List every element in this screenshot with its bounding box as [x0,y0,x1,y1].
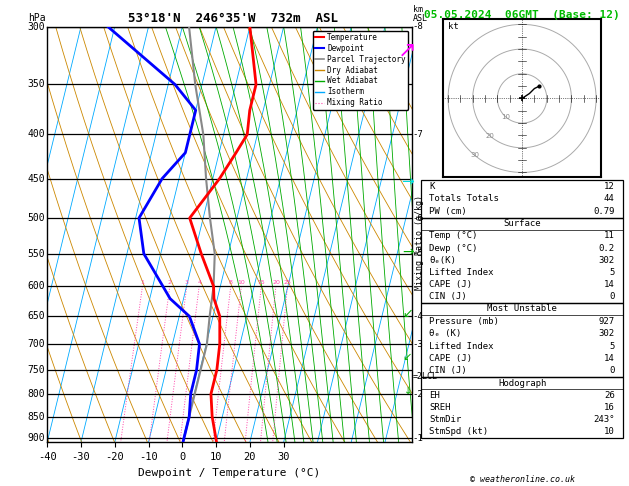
Text: 850: 850 [28,412,45,422]
Text: 25: 25 [284,280,291,285]
Text: 927: 927 [599,317,615,326]
Text: 300: 300 [28,22,45,32]
Text: EH: EH [430,391,440,400]
Text: 3: 3 [185,280,189,285]
Text: Dewp (°C): Dewp (°C) [430,243,478,253]
Text: ↓: ↓ [404,386,411,396]
Text: 4: 4 [198,280,201,285]
X-axis label: Dewpoint / Temperature (°C): Dewpoint / Temperature (°C) [138,468,321,478]
Text: 10: 10 [238,280,245,285]
Text: 302: 302 [599,329,615,338]
Text: -4: -4 [413,312,423,321]
Text: 14: 14 [604,280,615,289]
Text: PW (cm): PW (cm) [430,207,467,216]
Text: Mixing Ratio (g/kg): Mixing Ratio (g/kg) [415,195,424,291]
Text: K: K [430,182,435,191]
Text: 0.2: 0.2 [599,243,615,253]
Text: 750: 750 [28,365,45,375]
Text: Surface: Surface [503,219,541,228]
Text: -1: -1 [413,434,423,443]
Text: 900: 900 [28,433,45,443]
Text: SREH: SREH [430,403,451,412]
Text: Pressure (mb): Pressure (mb) [430,317,499,326]
Text: 700: 700 [28,339,45,349]
Text: StmSpd (kt): StmSpd (kt) [430,427,489,436]
Text: 5: 5 [610,268,615,277]
Text: 20: 20 [272,280,280,285]
Text: 650: 650 [28,311,45,321]
Text: 500: 500 [28,213,45,223]
Text: 20: 20 [486,133,495,139]
Text: CAPE (J): CAPE (J) [430,354,472,363]
Text: 8: 8 [229,280,233,285]
Text: 11: 11 [604,231,615,241]
Text: Totals Totals: Totals Totals [430,194,499,203]
Text: -5: -5 [413,249,423,258]
Text: Temp (°C): Temp (°C) [430,231,478,241]
Text: 53°18'N  246°35'W  732m  ASL: 53°18'N 246°35'W 732m ASL [128,12,338,25]
Text: 10: 10 [502,114,511,121]
Text: 15: 15 [257,280,265,285]
Text: -8: -8 [413,22,423,31]
Text: ↙: ↙ [403,307,413,320]
Text: Hodograph: Hodograph [498,379,546,388]
Text: 0.79: 0.79 [593,207,615,216]
Text: CIN (J): CIN (J) [430,366,467,376]
Text: =2LCL: =2LCL [413,372,438,381]
Legend: Temperature, Dewpoint, Parcel Trajectory, Dry Adiabat, Wet Adiabat, Isotherm, Mi: Temperature, Dewpoint, Parcel Trajectory… [313,31,408,109]
Text: Lifted Index: Lifted Index [430,342,494,351]
Text: 0: 0 [610,366,615,376]
Text: 14: 14 [604,354,615,363]
Text: -7: -7 [413,130,423,139]
Text: CIN (J): CIN (J) [430,292,467,301]
Text: 2: 2 [168,280,172,285]
Text: →: → [402,246,413,260]
Text: θₑ(K): θₑ(K) [430,256,457,265]
Text: 5: 5 [610,342,615,351]
Text: StmDir: StmDir [430,415,462,424]
Text: -6: -6 [413,213,423,223]
Text: 44: 44 [604,194,615,203]
Text: 243°: 243° [593,415,615,424]
Text: 600: 600 [28,281,45,291]
Text: 350: 350 [28,79,45,89]
Text: 12: 12 [604,182,615,191]
Text: kt: kt [448,22,459,31]
Text: 30: 30 [470,152,479,158]
Text: 05.05.2024  06GMT  (Base: 12): 05.05.2024 06GMT (Base: 12) [424,10,620,20]
Text: hPa: hPa [28,13,45,22]
Text: 0: 0 [610,292,615,301]
Text: 400: 400 [28,129,45,139]
Text: 26: 26 [604,391,615,400]
Text: 16: 16 [604,403,615,412]
Text: 550: 550 [28,249,45,259]
Text: Most Unstable: Most Unstable [487,304,557,313]
Text: -2: -2 [413,389,423,399]
Text: 450: 450 [28,174,45,184]
Text: 10: 10 [604,427,615,436]
Text: -3: -3 [413,340,423,348]
Text: ↗: ↗ [398,41,417,61]
Text: →: → [401,175,414,190]
Text: θₑ (K): θₑ (K) [430,329,462,338]
Text: CAPE (J): CAPE (J) [430,280,472,289]
Text: © weatheronline.co.uk: © weatheronline.co.uk [470,474,574,484]
Text: Lifted Index: Lifted Index [430,268,494,277]
Text: 1: 1 [141,280,145,285]
Text: ↙: ↙ [403,352,412,362]
Text: km
ASL: km ASL [413,4,428,22]
Text: 800: 800 [28,389,45,399]
Text: 302: 302 [599,256,615,265]
